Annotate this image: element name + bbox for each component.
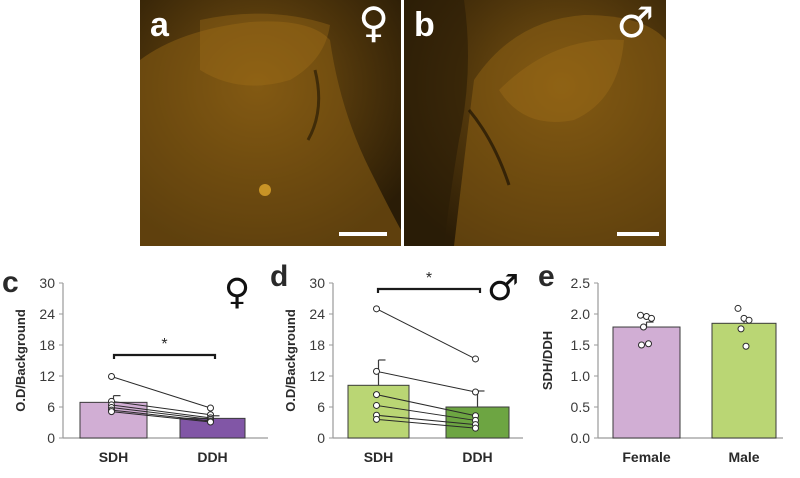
significance-bracket	[376, 287, 482, 293]
data-point	[472, 355, 479, 363]
paired-line	[376, 404, 476, 421]
data-point	[737, 325, 745, 333]
y-axis-label: SDH/DDH	[540, 331, 555, 390]
paired-line	[376, 394, 476, 417]
y-tick-label: 30	[309, 275, 325, 291]
y-tick-label: 12	[39, 368, 55, 384]
paired-line	[111, 409, 211, 422]
data-point	[373, 391, 380, 399]
paired-line	[376, 414, 476, 426]
data-point	[207, 418, 214, 426]
paired-line	[376, 308, 476, 360]
chart-e: e 0.0 0.5 1.0 1.5 2.0 2.5 SDH/DDH Female Male	[538, 260, 783, 465]
bar-male	[711, 322, 777, 439]
data-point	[648, 314, 655, 322]
data-point	[373, 415, 380, 423]
panel-label-a: a	[150, 6, 169, 44]
data-point	[734, 304, 742, 312]
y-tick-label: 2.5	[571, 275, 591, 291]
panel-label-b: b	[414, 6, 435, 44]
data-point	[645, 340, 652, 348]
data-point	[373, 367, 380, 375]
paired-line	[376, 418, 476, 429]
y-tick-label: 6	[317, 399, 325, 415]
y-tick-label: 1.5	[571, 337, 591, 353]
panel-label-d: d	[270, 260, 288, 293]
paired-line	[111, 407, 211, 420]
data-point	[207, 404, 214, 412]
micrograph-female: a ♀	[140, 0, 401, 246]
y-tick-label: 18	[309, 337, 325, 353]
micrograph-male: b ♂	[404, 0, 666, 246]
data-point	[108, 408, 115, 416]
paired-line	[111, 404, 211, 419]
x-tick-label: SDH	[99, 449, 129, 465]
female-symbol-icon: ♀	[358, 0, 389, 47]
significance-marker: *	[426, 270, 432, 287]
y-tick-label: 0.0	[571, 430, 591, 446]
panel-label-e: e	[538, 260, 555, 293]
chart-d: d 0 6 12 18 24 30 O.D/Background SDH DDH * ♂	[270, 260, 523, 465]
significance-bracket	[112, 353, 217, 359]
data-point	[472, 424, 479, 432]
micrograph-male-image	[404, 0, 666, 246]
y-axis-label: O.D/Background	[13, 309, 28, 412]
data-point	[640, 323, 647, 331]
scale-bar	[617, 232, 659, 236]
data-point	[373, 305, 380, 313]
y-tick-label: 0	[47, 430, 55, 446]
paired-line	[111, 400, 211, 416]
x-tick-label: Male	[728, 449, 759, 465]
y-tick-label: 0.5	[571, 399, 591, 415]
y-axis-label: O.D/Background	[283, 309, 298, 412]
x-tick-label: Female	[622, 449, 670, 465]
data-point	[637, 311, 644, 319]
scale-bar	[339, 232, 387, 236]
x-tick-label: SDH	[364, 449, 394, 465]
y-tick-label: 24	[309, 306, 325, 322]
x-tick-label: DDH	[197, 449, 227, 465]
paired-line	[111, 411, 211, 423]
y-tick-label: 12	[309, 368, 325, 384]
x-tick-label: DDH	[462, 449, 492, 465]
y-tick-label: 2.0	[571, 306, 591, 322]
data-point	[745, 316, 753, 324]
paired-line	[111, 376, 211, 409]
data-point	[742, 342, 750, 350]
y-tick-label: 0	[317, 430, 325, 446]
data-point	[472, 388, 479, 396]
y-tick-label: 24	[39, 306, 55, 322]
micrograph-female-image	[140, 0, 401, 246]
data-point	[108, 373, 115, 381]
panel-label-c: c	[2, 266, 19, 299]
data-point	[373, 401, 380, 409]
paired-line	[376, 370, 476, 393]
significance-marker: *	[161, 336, 167, 353]
chart-c: c 0 6 12 18 24 30 O.D/Background SDH DDH * ♀	[2, 266, 268, 465]
male-symbol-icon: ♂	[487, 268, 519, 309]
y-tick-label: 18	[39, 337, 55, 353]
male-symbol-icon: ♂	[616, 0, 654, 47]
female-symbol-icon: ♀	[224, 272, 250, 313]
y-tick-label: 30	[39, 275, 55, 291]
data-point	[638, 341, 645, 349]
y-tick-label: 6	[47, 399, 55, 415]
y-tick-label: 1.0	[571, 368, 591, 384]
